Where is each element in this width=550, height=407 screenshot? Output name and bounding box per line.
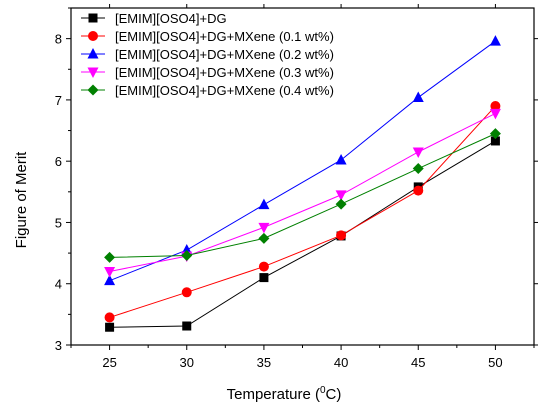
legend-label-0: [EMIM][OSO4]+DG	[115, 11, 227, 26]
x-tick-label-40: 40	[334, 355, 348, 370]
data-point-1-1	[181, 287, 192, 298]
series-line-2	[109, 40, 496, 282]
legend-marker-4	[87, 84, 99, 96]
data-point-2-0	[104, 274, 116, 286]
y-tick-label-4: 4	[55, 277, 62, 292]
legend-item-3: [EMIM][OSO4]+DG+MXene (0.3 wt%)	[81, 65, 334, 80]
data-point-2-5	[489, 35, 501, 46]
data-point-3-3	[335, 190, 347, 201]
x-axis-label-main: Temperature (	[227, 386, 320, 403]
legend-item-0: [EMIM][OSO4]+DG	[81, 11, 227, 26]
x-tick-label-50: 50	[488, 355, 502, 370]
data-point-4-3	[335, 198, 347, 210]
legend-marker-3	[87, 67, 99, 78]
data-point-4-5	[489, 128, 501, 140]
legend-marker-2	[87, 48, 99, 59]
legend-label-4: [EMIM][OSO4]+DG+MXene (0.4 wt%)	[115, 83, 334, 98]
series-layer	[104, 35, 501, 332]
data-point-2-4	[412, 91, 424, 102]
legend-label-3: [EMIM][OSO4]+DG+MXene (0.3 wt%)	[115, 65, 334, 80]
legend: [EMIM][OSO4]+DG [EMIM][OSO4]+DG+MXene (0.…	[81, 11, 334, 98]
y-tick-label-5: 5	[55, 215, 62, 230]
legend-label-1: [EMIM][OSO4]+DG+MXene (0.1 wt%)	[115, 29, 334, 44]
data-point-1-4	[413, 185, 424, 196]
x-tick-label-45: 45	[411, 355, 425, 370]
y-tick-label-6: 6	[55, 154, 62, 169]
data-point-4-1	[181, 250, 193, 262]
legend-label-2: [EMIM][OSO4]+DG+MXene (0.2 wt%)	[115, 47, 334, 62]
y-tick-label-8: 8	[55, 32, 62, 47]
series-line-0	[109, 140, 496, 328]
data-point-1-0	[104, 312, 115, 323]
series-2	[104, 35, 501, 286]
x-axis-label-end: C)	[326, 386, 342, 403]
data-point-2-3	[335, 153, 347, 165]
legend-marker-1	[88, 31, 98, 41]
y-tick-label-3: 3	[55, 338, 62, 353]
data-point-0-1	[182, 321, 192, 331]
data-point-4-2	[258, 232, 270, 244]
data-point-0-5	[490, 136, 500, 146]
series-4	[104, 128, 501, 263]
x-tick-label-30: 30	[180, 355, 194, 370]
data-point-0-0	[105, 322, 115, 332]
legend-item-4: [EMIM][OSO4]+DG+MXene (0.4 wt%)	[81, 83, 334, 98]
data-point-4-0	[104, 251, 116, 263]
series-3	[104, 108, 501, 278]
legend-marker-0	[88, 13, 98, 23]
data-point-3-0	[104, 266, 116, 278]
series-1	[104, 101, 501, 323]
legend-item-2: [EMIM][OSO4]+DG+MXene (0.2 wt%)	[81, 47, 334, 62]
data-point-0-2	[259, 273, 269, 283]
legend-item-1: [EMIM][OSO4]+DG+MXene (0.1 wt%)	[81, 29, 334, 44]
series-line-3	[109, 112, 496, 272]
x-axis-label: Temperature (0C)	[227, 385, 342, 403]
data-point-1-2	[258, 261, 269, 272]
series-line-1	[109, 105, 496, 318]
data-point-3-5	[489, 108, 501, 120]
data-point-1-3	[336, 230, 347, 241]
y-axis-label: Figure of Merit	[13, 151, 30, 249]
data-point-3-4	[412, 147, 424, 158]
x-axis-label-sup: 0	[320, 385, 326, 396]
data-point-2-2	[258, 198, 270, 210]
series-line-4	[109, 133, 496, 258]
y-tick-label-7: 7	[55, 93, 62, 108]
x-tick-label-25: 25	[102, 355, 116, 370]
data-point-1-5	[490, 101, 501, 112]
data-point-4-4	[412, 163, 424, 175]
data-point-3-2	[258, 222, 270, 234]
x-tick-label-35: 35	[257, 355, 271, 370]
